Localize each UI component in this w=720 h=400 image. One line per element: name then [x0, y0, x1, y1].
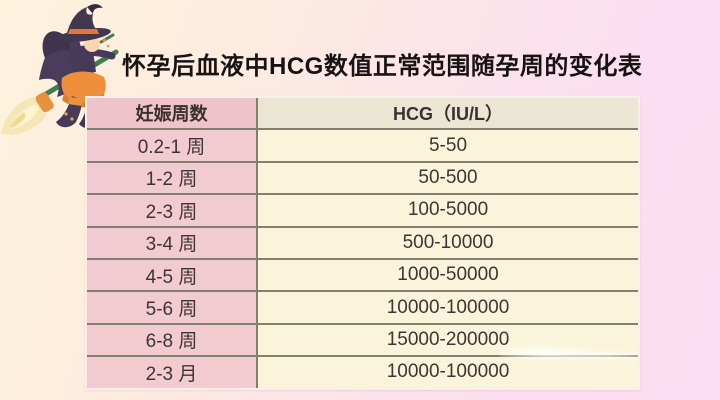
week-cell: 1-2 周	[87, 162, 258, 194]
page-title: 怀孕后血液中HCG数值正常范围随孕周的变化表	[122, 53, 643, 80]
table-row: 4-5 周 1000-50000	[87, 257, 638, 291]
table-row: 3-4 周 500-10000	[87, 225, 638, 258]
hcg-table: 妊娠周数 HCG（IU/L） 0.2-1 周 5-50 1-2 周 50-500…	[85, 96, 640, 390]
table-row: 6-8 周 15000-200000	[87, 322, 638, 356]
hcg-cell: 50-500	[258, 162, 638, 194]
hcg-cell: 15000-200000	[258, 324, 638, 356]
week-cell: 6-8 周	[87, 324, 258, 356]
table-row: 2-3 月 10000-100000	[87, 355, 638, 388]
week-cell: 2-3 月	[87, 357, 258, 388]
table-header-row: 妊娠周数 HCG（IU/L）	[87, 98, 638, 129]
hcg-cell: 10000-100000	[258, 292, 638, 323]
week-cell: 0.2-1 周	[87, 130, 258, 161]
week-cell: 3-4 周	[87, 227, 258, 258]
hcg-cell: 100-5000	[258, 195, 638, 226]
hcg-cell: 10000-100000	[258, 357, 638, 388]
hcg-cell: 500-10000	[258, 227, 638, 258]
table-row: 0.2-1 周 5-50	[87, 128, 638, 161]
week-cell: 2-3 周	[87, 195, 258, 226]
table-row: 2-3 周 100-5000	[87, 193, 638, 226]
week-cell: 5-6 周	[87, 292, 258, 323]
col-header-hcg-range: HCG（IU/L）	[258, 98, 638, 129]
table-row: 5-6 周 10000-100000	[87, 290, 638, 323]
table-row: 1-2 周 50-500	[87, 160, 638, 194]
col-header-gestation-week: 妊娠周数	[87, 98, 258, 129]
week-cell: 4-5 周	[87, 259, 258, 291]
hcg-cell: 1000-50000	[258, 259, 638, 291]
hcg-cell: 5-50	[258, 130, 638, 161]
